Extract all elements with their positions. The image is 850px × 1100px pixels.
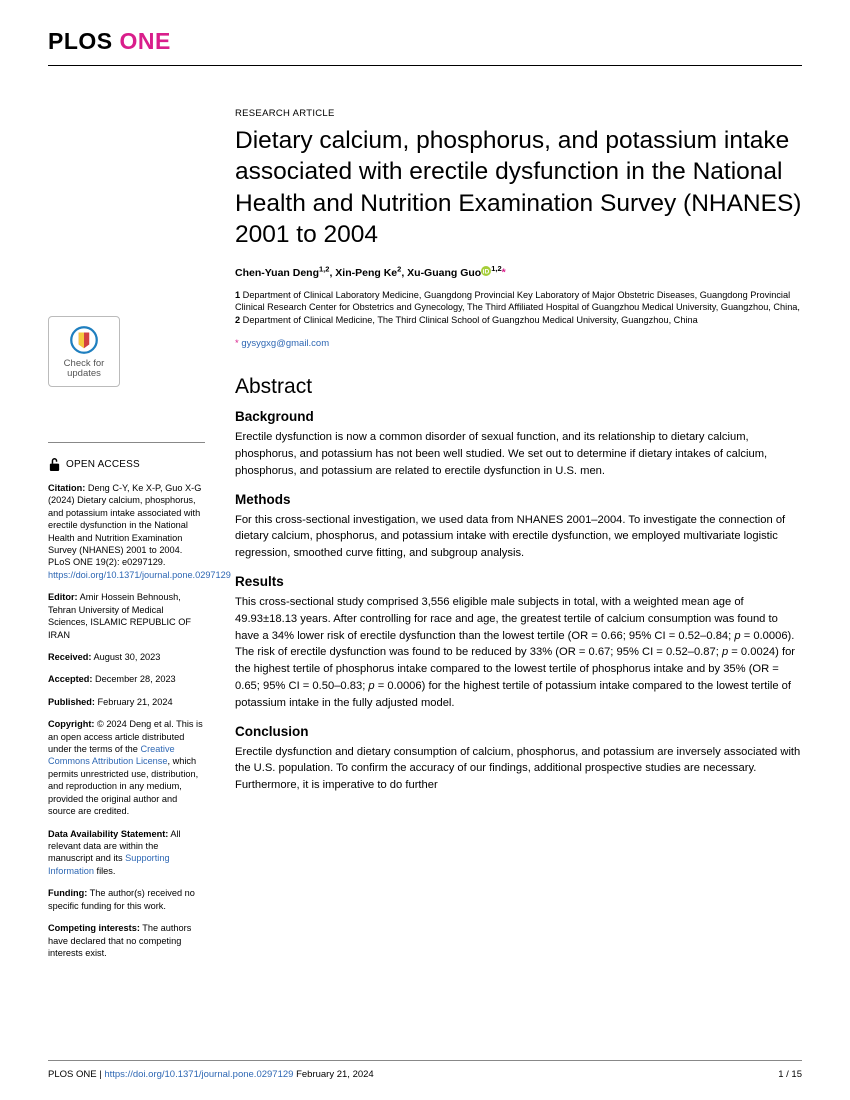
competing-block: Competing interests: The authors have de… — [48, 922, 205, 959]
open-access-label: OPEN ACCESS — [66, 458, 140, 472]
citation-link[interactable]: https://doi.org/10.1371/journal.pone.029… — [48, 570, 231, 580]
data-post: files. — [94, 866, 115, 876]
page-footer: PLOS ONE | https://doi.org/10.1371/journ… — [48, 1060, 802, 1080]
author-last-sup: 1,2 — [491, 264, 501, 273]
crossmark-icon — [69, 325, 99, 355]
corresponding-star: * — [502, 267, 506, 279]
background-text: Erectile dysfunction is now a common dis… — [235, 429, 802, 479]
footer-doi-link[interactable]: https://doi.org/10.1371/journal.pone.029… — [104, 1069, 293, 1080]
methods-text: For this cross-sectional investigation, … — [235, 512, 802, 562]
copyright-label: Copyright: — [48, 719, 94, 729]
corresponding-email: * gysygxg@gmail.com — [235, 338, 802, 349]
methods-heading: Methods — [235, 492, 802, 507]
open-access-row: OPEN ACCESS — [48, 457, 205, 472]
footer-page: 1 / 15 — [778, 1069, 802, 1080]
background-heading: Background — [235, 409, 802, 424]
data-availability-block: Data Availability Statement: All relevan… — [48, 828, 205, 878]
received-label: Received: — [48, 652, 91, 662]
article-type: RESEARCH ARTICLE — [235, 108, 802, 119]
citation-text: Deng C-Y, Ke X-P, Guo X-G (2024) Dietary… — [48, 483, 201, 568]
page-header: PLOS ONE — [48, 0, 802, 66]
editor-label: Editor: — [48, 592, 78, 602]
article-title: Dietary calcium, phosphorus, and potassi… — [235, 125, 802, 250]
citation-label: Citation: — [48, 483, 85, 493]
check-updates-label: Check for updates — [54, 359, 114, 380]
footer-date: February 21, 2024 — [293, 1069, 373, 1080]
main-content: RESEARCH ARTICLE Dietary calcium, phosph… — [223, 66, 802, 969]
published-text: February 21, 2024 — [95, 697, 173, 707]
competing-label: Competing interests: — [48, 923, 140, 933]
accepted-label: Accepted: — [48, 674, 92, 684]
affiliations: 1 Department of Clinical Laboratory Medi… — [235, 289, 802, 326]
authors-line: Chen-Yuan Deng1,2, Xin-Peng Ke2, Xu-Guan… — [235, 264, 802, 279]
abstract-heading: Abstract — [235, 375, 802, 399]
sidebar-divider — [48, 442, 205, 443]
corr-star: * — [235, 338, 239, 349]
conclusion-text: Erectile dysfunction and dietary consump… — [235, 744, 802, 794]
funding-block: Funding: The author(s) received no speci… — [48, 887, 205, 912]
results-heading: Results — [235, 574, 802, 589]
logo-plos: PLOS — [48, 28, 113, 54]
check-for-updates-badge[interactable]: Check for updates — [48, 316, 120, 387]
accepted-text: December 28, 2023 — [92, 674, 175, 684]
journal-logo: PLOS ONE — [48, 28, 802, 55]
editor-block: Editor: Amir Hossein Behnoush, Tehran Un… — [48, 591, 205, 641]
copyright-block: Copyright: © 2024 Deng et al. This is an… — [48, 718, 205, 817]
published-label: Published: — [48, 697, 95, 707]
footer-left: PLOS ONE | https://doi.org/10.1371/journ… — [48, 1069, 374, 1080]
orcid-icon: iD — [481, 266, 491, 276]
citation-block: Citation: Deng C-Y, Ke X-P, Guo X-G (202… — [48, 482, 205, 581]
authors-main: Chen-Yuan Deng1,2, Xin-Peng Ke2, Xu-Guan… — [235, 267, 481, 279]
data-label: Data Availability Statement: — [48, 829, 168, 839]
sidebar: Check for updates OPEN ACCESS Citation: … — [48, 66, 223, 969]
funding-label: Funding: — [48, 888, 87, 898]
received-block: Received: August 30, 2023 — [48, 651, 205, 663]
svg-text:iD: iD — [483, 268, 490, 275]
conclusion-heading: Conclusion — [235, 724, 802, 739]
affiliations-text: Department of Clinical Laboratory Medici… — [235, 290, 800, 325]
logo-one: ONE — [120, 28, 171, 54]
lock-icon — [48, 457, 61, 472]
corr-email-link[interactable]: gysygxg@gmail.com — [241, 338, 329, 349]
results-text: This cross-sectional study comprised 3,5… — [235, 594, 802, 712]
footer-journal: PLOS ONE | — [48, 1069, 104, 1080]
published-block: Published: February 21, 2024 — [48, 696, 205, 708]
accepted-block: Accepted: December 28, 2023 — [48, 673, 205, 685]
received-text: August 30, 2023 — [91, 652, 160, 662]
